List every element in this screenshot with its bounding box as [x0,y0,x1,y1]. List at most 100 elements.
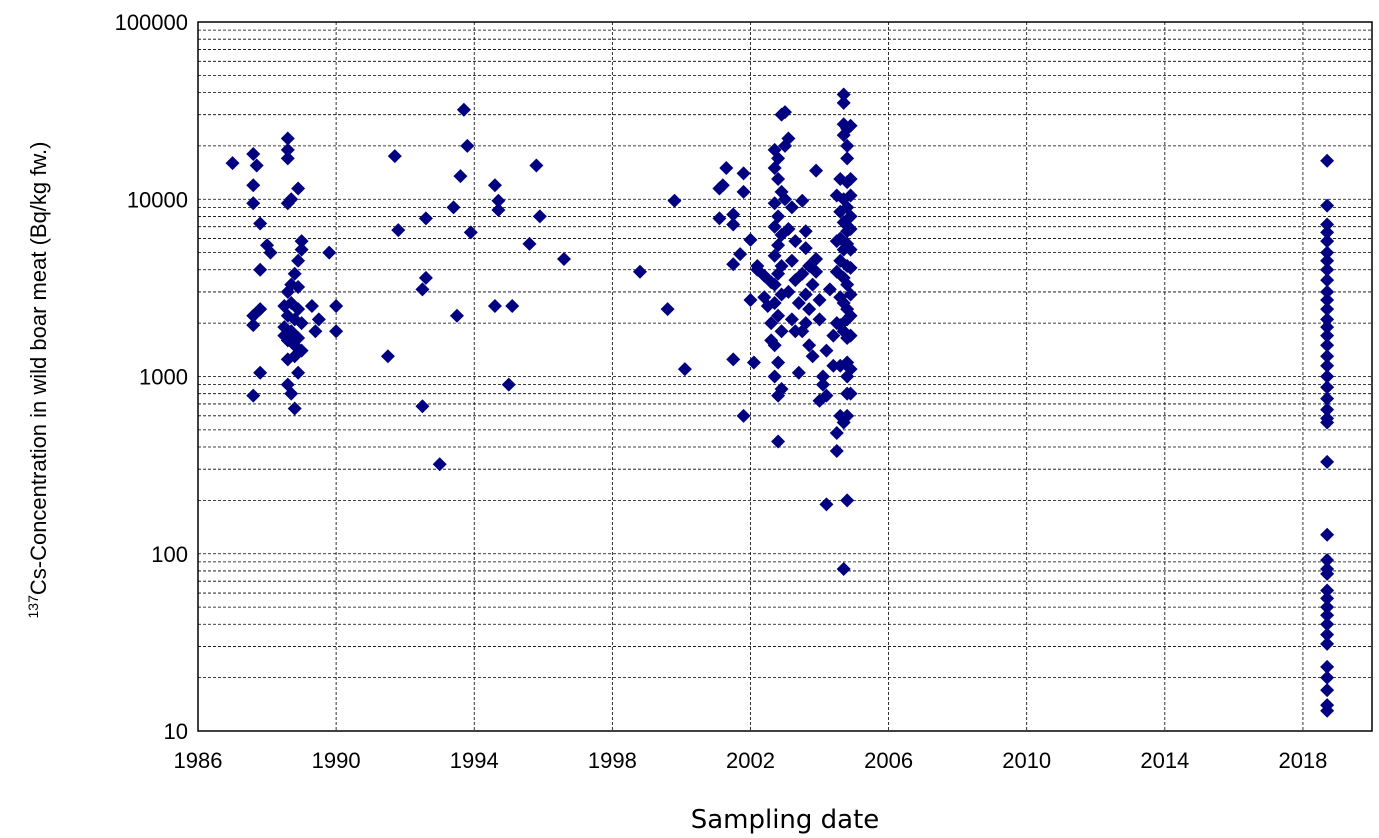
data-point [843,260,858,275]
data-point [836,117,851,132]
data-point [840,408,855,423]
data-point [778,192,792,207]
data-point [487,298,502,313]
data-point [712,211,727,226]
data-point [778,105,792,120]
data-point [329,324,344,339]
plot-frame [197,21,1373,732]
data-point [1320,273,1335,288]
data-point [1320,369,1335,384]
data-point [1320,253,1335,268]
data-point [415,399,430,414]
data-point [829,426,844,440]
data-point [1320,234,1335,249]
data-point [1320,683,1335,698]
data-point [764,316,779,331]
data-point [1320,703,1335,718]
data-point [819,388,834,403]
data-point [501,377,516,392]
data-point [294,234,309,249]
data-point [280,131,295,146]
data-point [840,493,855,508]
data-point [1320,217,1335,232]
data-point [418,270,433,285]
data-point [843,308,858,323]
data-point [812,312,827,327]
data-point [836,95,851,110]
data-point [287,349,302,364]
data-point [418,211,433,226]
data-point [843,172,858,187]
x-axis-label: Sampling date [691,805,880,835]
data-point [660,302,675,317]
x-tick-label: 2014 [1140,748,1189,773]
data-point [1320,312,1335,327]
data-point [1320,245,1335,260]
data-point [1320,153,1335,168]
data-point [843,221,858,236]
data-point [263,245,278,260]
data-point [487,178,502,193]
data-point [491,202,506,217]
x-tick-labels: 1986 1990 1994 1998 2002 2006 2010 2014 2018 [174,748,1328,773]
data-point [843,362,858,377]
data-point [246,178,261,193]
data-point [802,338,817,353]
data-point [805,277,820,292]
data-point [491,193,506,208]
x-tick-label: 1986 [174,748,223,773]
data-point [784,312,799,327]
data-point [1320,617,1335,632]
data-point [771,308,786,323]
data-point [246,147,261,162]
data-point [1320,402,1335,417]
data-point [1320,320,1335,335]
data-point [815,377,830,392]
data-point [391,223,406,238]
data-point [253,262,268,277]
data-point [291,253,306,268]
data-point [767,369,782,384]
data-point [1320,391,1335,406]
data-point [225,156,240,171]
data-point [798,224,813,239]
data-point [836,562,851,577]
data-point [843,118,858,133]
data-point [715,178,730,193]
x-tick-label: 1990 [312,748,361,773]
data-point [781,221,796,236]
data-point [746,355,761,370]
data-point [1320,302,1335,317]
data-point [1320,380,1335,395]
data-point [836,87,851,102]
data-point [767,295,782,310]
x-tick-label: 2002 [726,748,775,773]
data-point [1320,293,1335,308]
data-point [826,328,841,343]
data-point [1320,608,1335,623]
data-point [791,295,806,310]
data-point [453,169,468,184]
data-point [843,242,858,257]
data-point [249,158,264,173]
data-point [819,497,834,512]
data-point [771,238,786,253]
data-point [677,362,692,377]
data-point [291,279,306,294]
data-point [736,166,751,181]
y-tick-labels: 10 100 1000 10000 100000 [115,10,188,744]
data-point [798,241,813,256]
data-point [529,158,544,173]
data-point [843,188,858,203]
data-point [522,236,537,251]
data-point [311,312,326,327]
data-point [287,401,302,416]
data-point [1320,670,1335,685]
data-point [1320,527,1335,542]
data-point [1320,358,1335,373]
data-point [767,219,782,234]
data-point [1320,349,1335,364]
data-point [304,298,319,313]
data-point [767,248,782,263]
data-point [736,408,751,423]
